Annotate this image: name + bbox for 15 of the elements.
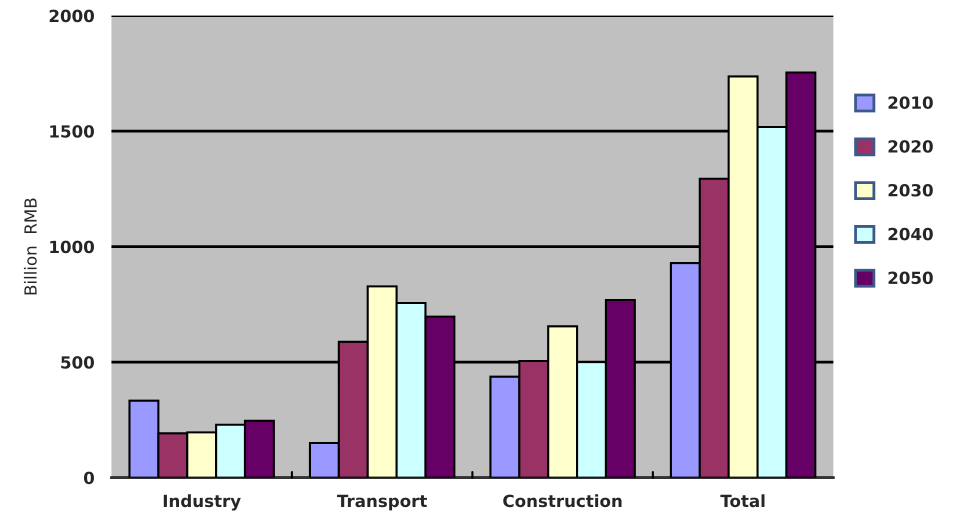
legend-label: 2050 [888, 272, 933, 284]
y-tick-label: 1000 [50, 240, 94, 254]
y-tick-label: 2000 [50, 10, 94, 22]
legend-label: 2030 [888, 184, 933, 197]
x-tick-label: Total [720, 494, 764, 508]
legend-label: 2010 [888, 96, 933, 109]
x-tick-label: Construction [503, 494, 622, 508]
y-axis-title: Billion RMB [24, 198, 37, 294]
x-tick-label: Transport [337, 494, 427, 510]
y-tick-label: 0 [84, 472, 94, 484]
y-tick-label: 500 [61, 356, 94, 369]
legend-label: 2020 [888, 140, 933, 153]
legend-label: 2040 [888, 228, 933, 240]
y-tick-label: 1500 [50, 125, 94, 138]
x-tick-label: Industry [164, 494, 241, 511]
